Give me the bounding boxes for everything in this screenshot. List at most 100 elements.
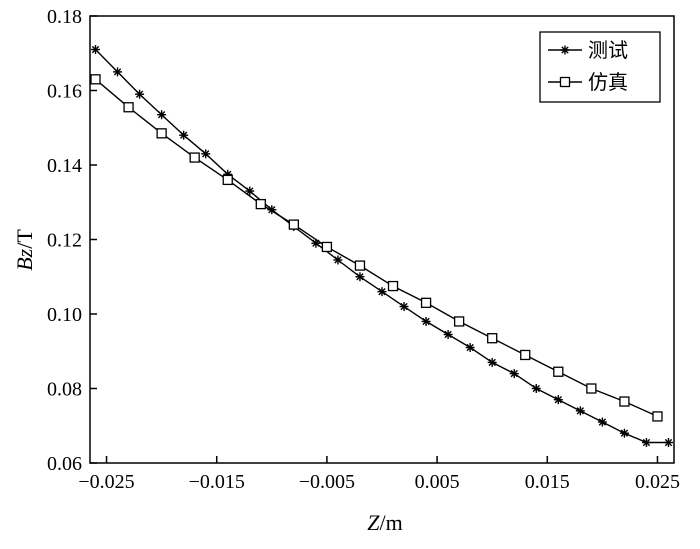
- data-point-star: [355, 272, 365, 282]
- x-axis-label: Z/m: [367, 510, 402, 535]
- data-point-star: [377, 287, 387, 297]
- data-point-square: [487, 333, 498, 344]
- data-point-square: [387, 280, 399, 292]
- data-point-square: [453, 316, 465, 327]
- data-point-square: [255, 198, 266, 210]
- data-point-star: [91, 45, 101, 55]
- y-tick-label: 0.12: [47, 230, 82, 252]
- star-stroke: [510, 369, 518, 378]
- x-tick-label: 0.015: [525, 471, 570, 493]
- x-axis-ticks: −0.025 −0.015 −0.005 0.005 0.015 0.025: [78, 456, 680, 493]
- data-point-square: [354, 260, 366, 271]
- data-point-square: [553, 366, 564, 377]
- star-stroke: [488, 358, 496, 367]
- y-tick-label: 0.18: [47, 6, 82, 28]
- data-point-star: [553, 395, 563, 405]
- data-point-star: [575, 406, 585, 416]
- y-axis-sub: z: [12, 248, 37, 258]
- data-point-square: [586, 383, 597, 394]
- x-axis-var: Z: [367, 510, 380, 535]
- data-point-square: [652, 411, 663, 422]
- data-point-star: [399, 302, 409, 312]
- x-tick-label: −0.005: [299, 471, 355, 493]
- legend-label: 仿真: [588, 70, 628, 94]
- star-stroke: [400, 302, 408, 311]
- star-stroke: [598, 418, 607, 426]
- data-point-star: [157, 110, 167, 120]
- y-tick-label: 0.06: [47, 453, 82, 475]
- data-point-square: [189, 152, 200, 163]
- data-point-square: [321, 241, 333, 253]
- star-stroke: [554, 395, 562, 404]
- star-stroke: [620, 429, 629, 437]
- y-axis-unit: /T: [12, 229, 37, 249]
- data-point-square: [619, 396, 630, 407]
- x-tick-label: 0.005: [415, 471, 460, 493]
- data-point-square: [222, 174, 233, 186]
- legend-label: 测试: [588, 38, 628, 62]
- series-test: [91, 45, 673, 448]
- x-tick-label: −0.025: [78, 471, 134, 493]
- y-axis-label: Bz/T: [12, 229, 37, 271]
- star-stroke: [246, 187, 254, 195]
- series-line: [95, 78, 658, 418]
- star-stroke: [135, 90, 144, 98]
- series-layer: [90, 45, 673, 448]
- data-point-star: [531, 384, 541, 393]
- data-point-square: [520, 349, 531, 361]
- legend-box: [539, 31, 661, 103]
- star-stroke: [268, 206, 276, 214]
- data-point-star: [509, 369, 519, 379]
- star-stroke: [334, 256, 342, 264]
- data-point-star: [487, 357, 497, 367]
- star-stroke: [179, 131, 188, 139]
- star-stroke: [91, 45, 100, 54]
- data-point-square: [90, 74, 101, 85]
- star-stroke: [157, 111, 166, 119]
- star-stroke: [642, 438, 651, 447]
- x-tick-label: 0.025: [635, 471, 680, 493]
- data-point-star: [245, 186, 255, 196]
- star-stroke: [532, 384, 540, 393]
- star-stroke: [466, 343, 474, 352]
- data-point-star: [201, 149, 211, 159]
- series-simulation: [90, 74, 663, 422]
- y-tick-label: 0.10: [47, 304, 82, 326]
- data-point-star: [333, 255, 343, 265]
- data-point-star: [560, 45, 570, 55]
- legend-item: 仿真: [548, 70, 628, 94]
- star-stroke: [113, 68, 122, 76]
- data-point-square: [288, 219, 299, 230]
- star-stroke: [576, 407, 585, 415]
- star-stroke: [202, 150, 210, 158]
- y-tick-label: 0.16: [47, 81, 82, 103]
- y-axis-ticks: 0.06 0.08 0.10 0.12 0.14 0.16 0.18: [47, 6, 97, 475]
- x-tick-label: −0.015: [189, 471, 245, 493]
- data-point-square: [156, 128, 167, 139]
- legend-item: 测试: [548, 38, 628, 62]
- star-stroke: [664, 438, 673, 447]
- data-point-star: [663, 438, 673, 448]
- y-tick-label: 0.14: [47, 155, 82, 177]
- data-point-star: [597, 417, 607, 427]
- y-axis-var: B: [12, 257, 37, 270]
- y-tick-label: 0.08: [47, 379, 82, 401]
- data-point-square: [420, 297, 432, 308]
- data-point-star: [179, 130, 189, 140]
- data-point-square: [123, 102, 134, 113]
- data-point-star: [113, 67, 123, 77]
- data-point-star: [619, 428, 629, 438]
- data-point-star: [421, 316, 431, 326]
- star-stroke: [444, 330, 452, 339]
- star-stroke: [356, 273, 364, 281]
- star-stroke: [422, 317, 430, 326]
- star-stroke: [378, 287, 386, 296]
- data-point-star: [443, 329, 453, 339]
- x-axis-unit: /m: [380, 510, 403, 535]
- data-point-square: [559, 76, 571, 88]
- data-point-star: [135, 89, 145, 99]
- star-stroke: [561, 46, 569, 54]
- data-point-star: [641, 438, 651, 448]
